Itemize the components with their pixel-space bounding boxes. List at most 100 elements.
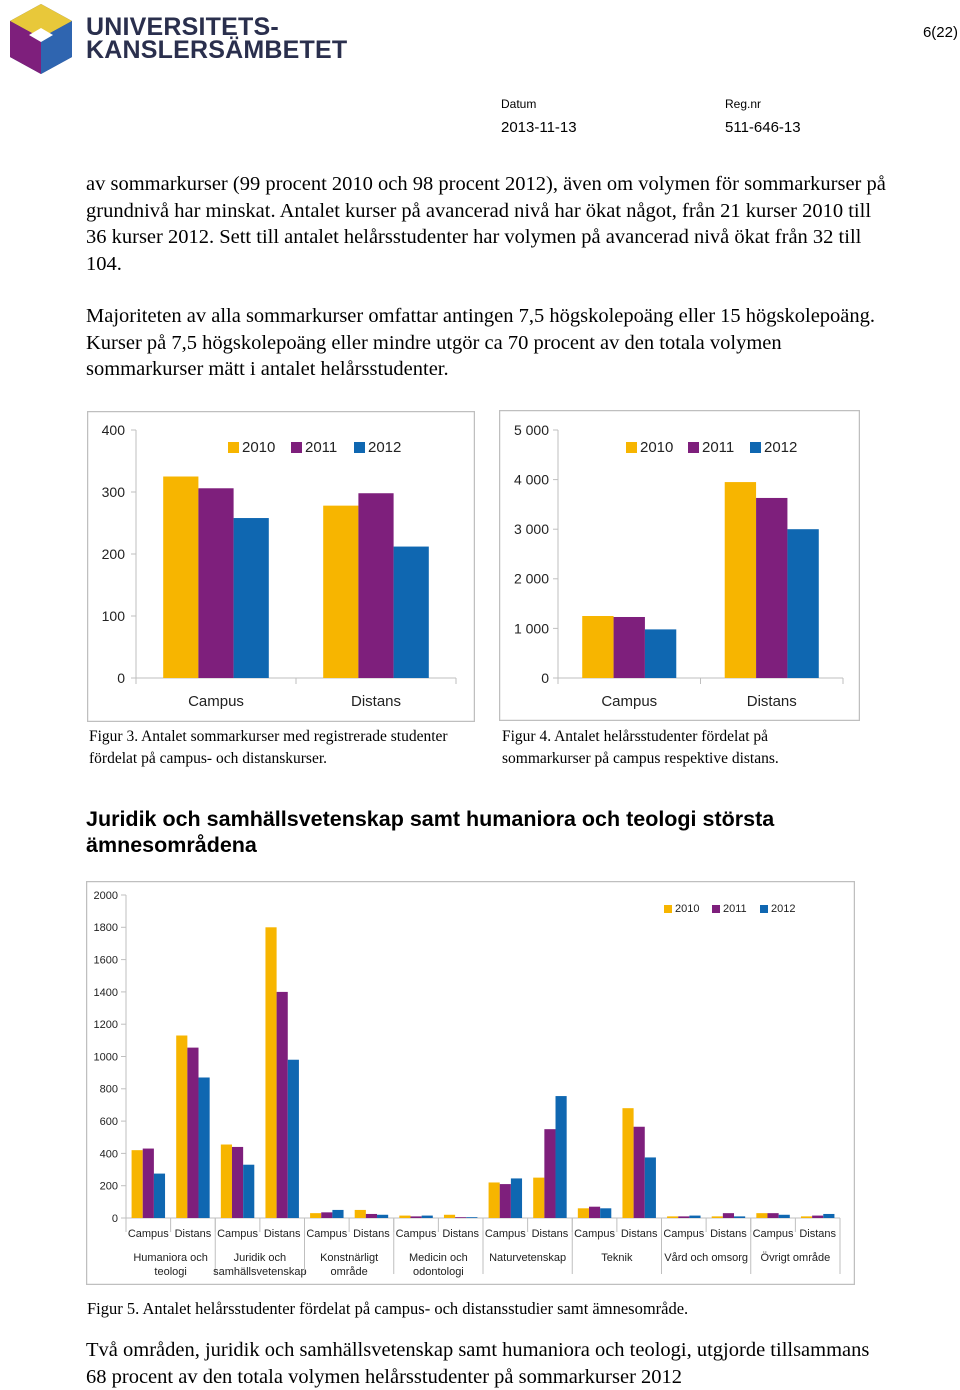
figure-5-caption: Figur 5. Antalet helårsstudenter fördela… [87, 1299, 689, 1318]
y-tick-label: 3 000 [514, 521, 549, 537]
y-tick-label: 100 [102, 608, 126, 624]
x-category-label: Campus [485, 1228, 526, 1240]
x-category-label: Distans [621, 1228, 658, 1240]
bar-2011-8 [499, 1184, 511, 1218]
legend-label-2010: 2010 [640, 439, 673, 456]
bar-2010-13 [711, 1216, 723, 1218]
x-category-label: Campus [663, 1228, 704, 1240]
legend-label-2011: 2011 [723, 903, 747, 915]
bar-2010-1 [323, 505, 359, 678]
bar-2010-3 [265, 927, 277, 1218]
closing-paragraph: Två områden, juridik och samhällsvetensk… [86, 1339, 870, 1388]
group-label-1: samhällsvetenskap [213, 1266, 307, 1278]
bar-2012-1 [787, 529, 819, 678]
legend-label-2012: 2012 [771, 903, 795, 915]
group-label-1: Juridik och [234, 1252, 287, 1264]
bar-2010-8 [488, 1182, 500, 1218]
group-label-0: teologi [154, 1266, 186, 1278]
bar-2010-1 [176, 1035, 188, 1218]
figure-4-caption: Figur 4. Antalet helårsstudenter fördela… [502, 728, 779, 767]
bar-2012-8 [510, 1178, 523, 1218]
bar-2011-0 [198, 488, 234, 678]
bar-2012-6 [421, 1215, 433, 1218]
bar-2010-12 [667, 1216, 679, 1218]
y-tick-label: 800 [100, 1084, 118, 1096]
bar-2010-4 [310, 1213, 322, 1218]
bar-2011-2 [231, 1146, 244, 1218]
bar-2010-6 [399, 1215, 411, 1218]
x-category-label: Campus [217, 1228, 258, 1240]
legend-swatch-2012 [760, 905, 768, 913]
x-category-label: Campus [396, 1228, 437, 1240]
bar-2012-2 [243, 1164, 255, 1218]
y-tick-label: 0 [112, 1213, 118, 1225]
bar-2011-1 [756, 497, 788, 678]
y-tick-label: 5 000 [514, 422, 549, 438]
bar-2012-3 [287, 1059, 299, 1218]
x-category-label: Distans [442, 1228, 479, 1240]
x-category-label: Campus [574, 1228, 615, 1240]
legend-swatch-2011 [688, 442, 699, 453]
x-category-label: Distans [747, 693, 797, 710]
group-label-4: Naturvetenskap [489, 1252, 566, 1264]
bar-2010-0 [582, 616, 614, 678]
x-category-label: Campus [188, 693, 244, 710]
regnr-label: Reg.nr [725, 97, 762, 111]
x-category-label: Campus [128, 1228, 169, 1240]
datum-label: Datum [501, 97, 537, 111]
figure-4-chart: 0 1 000 2 000 3 000 4 000 5 000 Campus Distans 2… [499, 410, 860, 721]
y-tick-label: 2000 [94, 890, 118, 902]
paragraph-2: Majoriteten av alla sommarkurser omfatta… [86, 305, 876, 380]
y-tick-label: 1600 [94, 954, 118, 966]
y-tick-label: 2 000 [514, 571, 549, 587]
bar-2011-12 [678, 1216, 690, 1218]
bar-2011-6 [410, 1216, 422, 1218]
legend-swatch-2012 [750, 442, 761, 453]
bar-2012-0 [153, 1173, 166, 1218]
y-tick-label: 1800 [94, 922, 118, 934]
bar-2012-12 [689, 1215, 701, 1218]
legend-label-2010: 2010 [675, 903, 699, 915]
legend-label-2012: 2012 [368, 439, 401, 456]
bar-2012-14 [778, 1214, 790, 1218]
group-label-2: område [330, 1266, 367, 1278]
bar-2010-14 [756, 1213, 768, 1218]
legend-label-2011: 2011 [702, 439, 734, 456]
group-label-0: Humaniora och [133, 1252, 208, 1264]
y-tick-label: 1000 [94, 1051, 118, 1063]
bar-2010-2 [220, 1144, 232, 1218]
logo-line-2: KANSLERSÄMBETET [86, 36, 348, 64]
bar-2012-9 [555, 1096, 567, 1218]
bar-2012-0 [233, 518, 269, 678]
bar-2011-4 [321, 1212, 333, 1218]
bar-2011-0 [142, 1148, 154, 1218]
group-label-7: Övrigt område [761, 1252, 831, 1264]
y-tick-label: 200 [100, 1181, 118, 1193]
legend-swatch-2011 [291, 442, 302, 453]
bar-2011-10 [588, 1206, 601, 1218]
x-category-label: Distans [175, 1228, 212, 1240]
bar-2012-11 [644, 1157, 656, 1218]
bar-2012-1 [393, 546, 429, 678]
logo-line-1: UNIVERSITETS- [86, 13, 279, 41]
legend-swatch-2010 [228, 442, 239, 453]
bar-2010-7 [443, 1214, 456, 1218]
y-tick-label: 600 [100, 1116, 118, 1128]
bar-2010-5 [354, 1209, 366, 1218]
x-category-label: Distans [799, 1228, 836, 1240]
bar-2011-1 [187, 1047, 199, 1218]
logo: UNIVERSITETS- KANSLERSÄMBETET [8, 2, 348, 76]
bar-2011-7 [455, 1217, 467, 1218]
bar-2012-4 [332, 1209, 344, 1218]
x-category-label: Campus [753, 1228, 794, 1240]
datum-value: 2013-11-13 [501, 119, 577, 136]
paragraph-1: av sommarkurser (99 procent 2010 och 98 … [86, 173, 886, 275]
bar-2012-13 [734, 1216, 746, 1218]
bar-2011-14 [767, 1213, 779, 1218]
bar-2011-9 [544, 1129, 556, 1218]
bar-2011-1 [358, 493, 394, 678]
bar-2011-13 [722, 1213, 735, 1218]
group-label-5: Teknik [601, 1252, 633, 1264]
legend-swatch-2011 [712, 905, 720, 913]
legend-label-2010: 2010 [242, 439, 275, 456]
